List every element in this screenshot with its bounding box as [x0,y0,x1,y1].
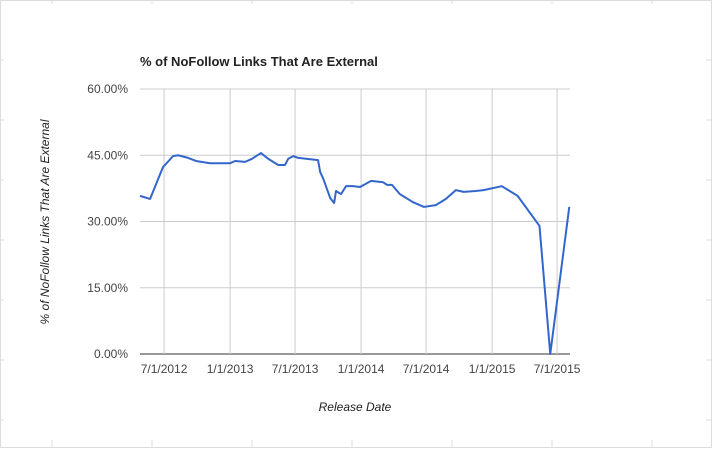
y-tick-label: 45.00% [87,148,128,162]
x-tick-label: 1/1/2015 [469,362,516,376]
x-tick-label: 7/1/2015 [534,362,581,376]
y-tick-label: 0.00% [94,347,128,361]
x-tick-label: 7/1/2012 [141,362,188,376]
chart-title: % of NoFollow Links That Are External [140,54,378,69]
y-tick-label: 60.00% [87,82,128,96]
x-tick-label: 1/1/2013 [207,362,254,376]
x-axis-label: Release Date [319,400,392,414]
y-tick-label: 15.00% [87,281,128,295]
x-tick-label: 7/1/2014 [403,362,450,376]
y-axis-label: % of NoFollow Links That Are External [38,119,52,324]
x-tick-label: 7/1/2013 [272,362,319,376]
x-tick-label: 1/1/2014 [338,362,385,376]
y-tick-label: 30.00% [87,215,128,229]
data-line [139,152,571,355]
